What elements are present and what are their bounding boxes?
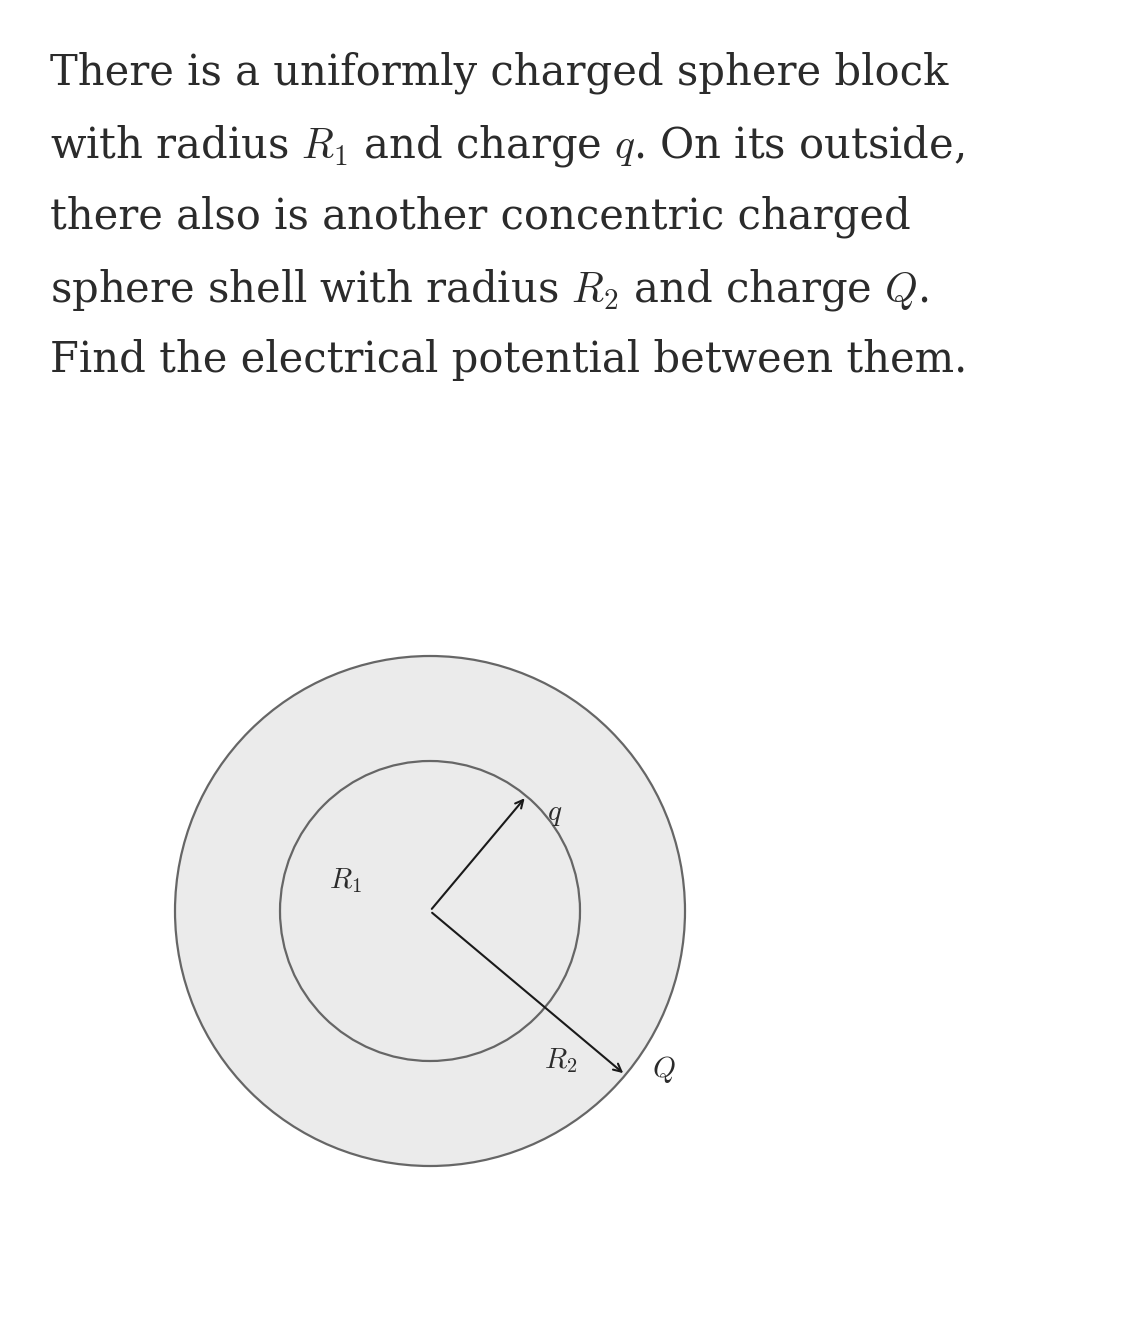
Text: there also is another concentric charged: there also is another concentric charged — [50, 196, 911, 238]
Text: with radius $R_1$ and charge $q$. On its outside,: with radius $R_1$ and charge $q$. On its… — [50, 123, 964, 169]
Text: $R_1$: $R_1$ — [328, 867, 361, 896]
Text: There is a uniformly charged sphere block: There is a uniformly charged sphere bloc… — [50, 52, 948, 94]
Text: $Q$: $Q$ — [651, 1054, 675, 1086]
Circle shape — [280, 761, 580, 1061]
Text: $R_2$: $R_2$ — [544, 1046, 577, 1075]
Text: Find the electrical potential between them.: Find the electrical potential between th… — [50, 339, 967, 380]
Text: $q$: $q$ — [547, 801, 562, 828]
Text: sphere shell with radius $R_2$ and charge $Q$.: sphere shell with radius $R_2$ and charg… — [50, 267, 929, 313]
Circle shape — [176, 657, 685, 1166]
